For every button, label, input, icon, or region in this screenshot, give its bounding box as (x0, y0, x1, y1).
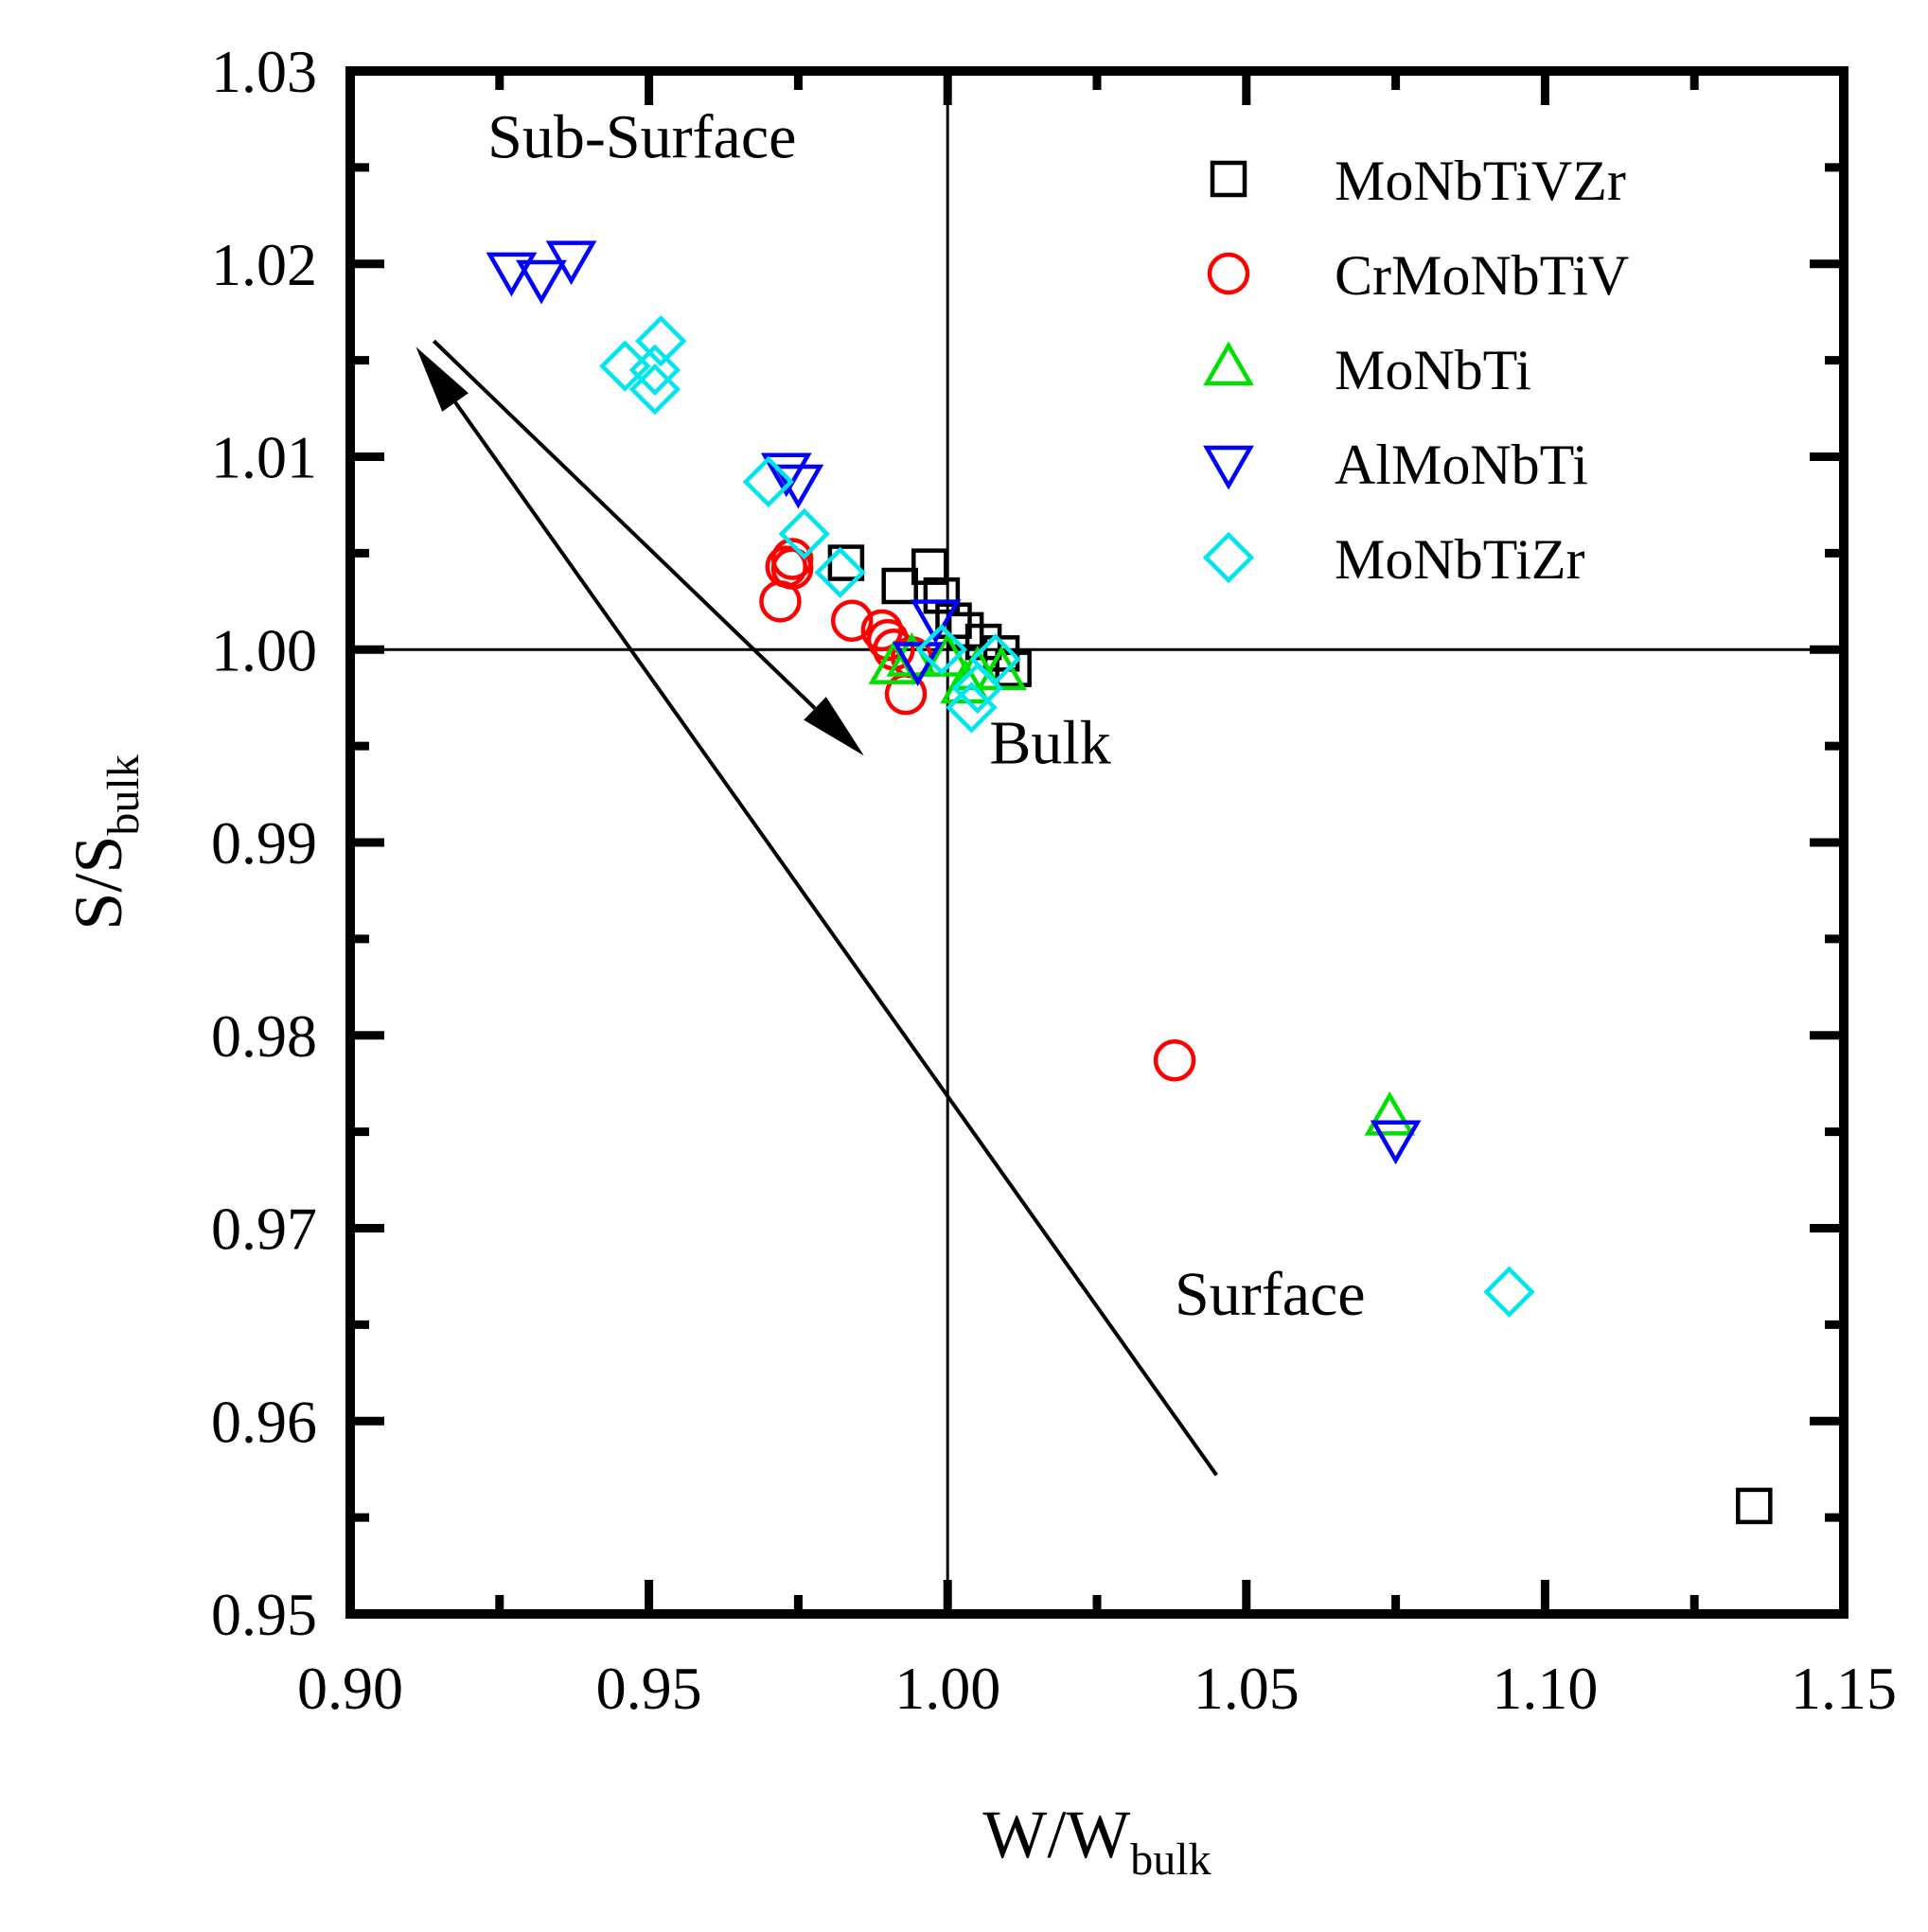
data-point-almonbti (545, 240, 597, 286)
data-point-monbtizr (635, 315, 687, 367)
legend-label-monbtizr: MoNbTiZr (1335, 528, 1585, 591)
x-tick-labels: 0.90 0.95 1.00 1.05 1.10 1.15 (297, 1655, 1897, 1722)
y-tick-label: 1.02 (211, 231, 317, 298)
x-axis-title-main: W/W (982, 1797, 1130, 1872)
legend-label-monbti: MoNbTi (1335, 339, 1531, 401)
legend-label-almonbti: AlMoNbTi (1335, 434, 1588, 496)
data-point-almonbti (516, 259, 567, 305)
data-point-almonbti (1370, 1120, 1422, 1165)
x-tick-label: 1.00 (894, 1655, 1000, 1722)
data-point-monbtizr (628, 344, 681, 396)
data-point-monbtivzr (1736, 1487, 1773, 1525)
data-point-monbtizr (814, 546, 866, 598)
data-point-almonbti (486, 252, 538, 297)
region-annotations: Sub-Surface Bulk Surface (487, 103, 1365, 1330)
data-point-almonbti (910, 599, 962, 645)
arrow-head (804, 697, 864, 756)
data-point-monbtivzr (881, 567, 918, 605)
legend-marker-monbtizr (1202, 531, 1255, 584)
y-tick-label: 0.98 (211, 1002, 317, 1070)
x-tick-label: 1.15 (1791, 1655, 1897, 1722)
x-axis-title-subscript: bulk (1130, 1835, 1211, 1885)
data-point-crmonbtiv (830, 599, 874, 642)
arrow-head (416, 346, 469, 412)
data-point-monbtizr (778, 507, 830, 560)
data-points (486, 240, 1773, 1525)
y-tick-label: 0.97 (211, 1196, 317, 1263)
annotation-bulk: Bulk (989, 708, 1110, 777)
x-tick-label: 0.95 (596, 1655, 702, 1722)
data-point-crmonbtiv (770, 547, 814, 590)
x-tick-label: 1.05 (1194, 1655, 1300, 1722)
legend-marker-crmonbtiv (1207, 252, 1250, 295)
data-point-monbtizr (742, 455, 795, 508)
annotation-surface: Surface (1175, 1260, 1366, 1329)
y-axis-title-main: S/S (61, 836, 136, 931)
legend-label-monbtivzr: MoNbTiVZr (1335, 150, 1626, 212)
reference-lines (350, 71, 1844, 1614)
legend: MoNbTiVZr CrMoNbTiV MoNbTi AlMoNbTi MoNbTiZr (1202, 150, 1629, 591)
annotation-sub-surface: Sub-Surface (487, 103, 796, 172)
y-tick-label: 1.00 (211, 616, 317, 683)
plot-frame (345, 66, 1848, 1619)
y-tick-labels: 0.95 0.96 0.97 0.98 0.99 1.00 1.01 1.02 1.03 (211, 38, 317, 1648)
data-point-monbtizr (915, 624, 968, 676)
arrow-shaft (453, 400, 1218, 1477)
data-point-monbtizr (599, 340, 651, 392)
x-tick-label: 0.90 (297, 1655, 403, 1722)
data-point-monbtivzr (923, 576, 961, 614)
data-point-monbtizr (969, 633, 1021, 685)
y-axis-title: S/Sbulk (61, 754, 149, 930)
legend-marker-monbtivzr (1210, 160, 1247, 198)
data-point-monbtivzr (911, 548, 948, 585)
arrow-shaft (432, 339, 817, 710)
y-tick-label: 0.99 (211, 809, 317, 877)
data-point-crmonbtiv (770, 538, 814, 580)
y-tick-label: 1.01 (211, 424, 317, 491)
y-tick-label: 0.95 (211, 1581, 317, 1648)
data-point-almonbti (892, 642, 944, 686)
data-point-monbtizr (1483, 1266, 1535, 1318)
x-axis-title: W/Wbulk (982, 1797, 1211, 1885)
data-point-monbtizr (628, 363, 681, 416)
data-point-almonbti (760, 452, 812, 498)
x-tick-label: 1.10 (1492, 1655, 1598, 1722)
legend-marker-monbti (1203, 341, 1254, 386)
legend-marker-almonbti (1203, 445, 1254, 490)
trend-arrows (416, 339, 1218, 1477)
y-tick-label: 1.03 (211, 38, 317, 105)
y-axis-title-subscript: bulk (98, 754, 149, 835)
data-point-monbti (1364, 1090, 1416, 1136)
y-tick-label: 0.96 (211, 1388, 317, 1455)
data-point-crmonbtiv (1153, 1038, 1196, 1082)
legend-label-crmonbtiv: CrMoNbTiV (1335, 244, 1629, 307)
